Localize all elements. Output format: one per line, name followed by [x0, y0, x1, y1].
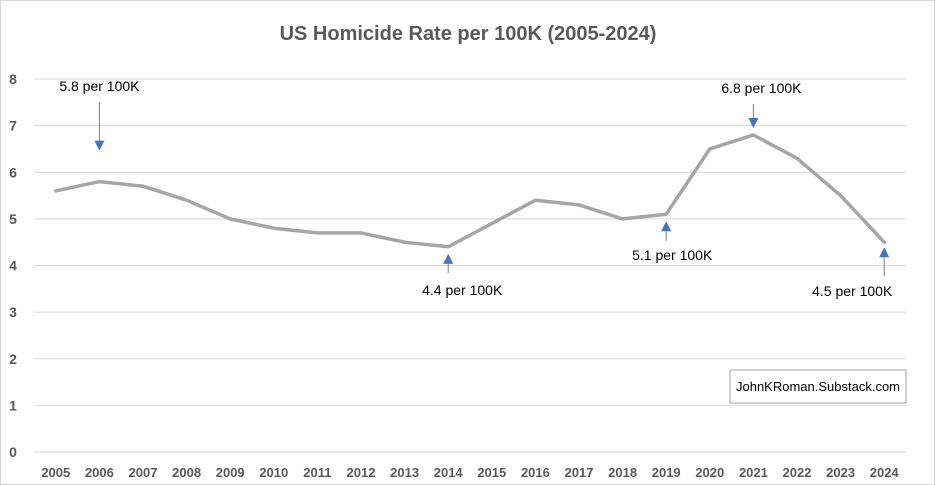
- x-tick-label: 2018: [608, 465, 637, 480]
- x-tick-label: 2022: [783, 465, 812, 480]
- credit-box-border: [729, 369, 907, 404]
- credit-box: JohnKRoman.Substack.com: [729, 369, 907, 404]
- data-point: [315, 231, 319, 235]
- data-point: [97, 180, 101, 184]
- data-point: [839, 194, 843, 198]
- x-tick-label: 2024: [870, 465, 900, 480]
- data-point: [54, 189, 58, 193]
- data-point: [490, 222, 494, 226]
- annotation: 4.4 per 100K: [422, 253, 503, 298]
- x-tick-label: 2006: [85, 465, 114, 480]
- chart-title: US Homicide Rate per 100K (2005-2024): [280, 23, 657, 45]
- data-point: [708, 147, 712, 151]
- x-tick-label: 2016: [521, 465, 550, 480]
- annotation-arrow-head: [661, 221, 672, 232]
- x-tick-label: 2008: [172, 465, 201, 480]
- data-point: [882, 240, 886, 244]
- data-point: [228, 217, 232, 221]
- y-tick-label: 7: [9, 118, 17, 134]
- credit-text: JohnKRoman.Substack.com: [736, 379, 900, 394]
- annotation-label: 4.4 per 100K: [422, 282, 503, 298]
- x-tick-label: 2010: [259, 465, 288, 480]
- y-tick-label: 6: [9, 164, 17, 180]
- x-tick-label: 2012: [347, 465, 376, 480]
- x-tick-label: 2021: [739, 465, 768, 480]
- y-tick-label: 5: [9, 211, 17, 227]
- series-layer: [54, 133, 886, 249]
- data-point: [446, 245, 450, 249]
- annotation-label: 4.5 per 100K: [812, 283, 893, 299]
- annotation: 4.5 per 100K: [812, 247, 893, 299]
- series-line: [54, 133, 886, 249]
- annotation: 5.1 per 100K: [632, 221, 713, 263]
- y-axis-ticks: 0 1 2 3 4 5 6 7 8: [9, 71, 17, 460]
- annotation-label: 5.1 per 100K: [632, 247, 713, 263]
- data-point: [577, 203, 581, 207]
- annotation: 5.8 per 100K: [59, 78, 140, 151]
- data-point: [272, 226, 276, 230]
- x-tick-label: 2019: [652, 465, 681, 480]
- annotation-label: 6.8 per 100K: [721, 80, 802, 96]
- gridlines: [34, 78, 906, 453]
- data-point: [795, 156, 799, 160]
- y-tick-label: 2: [9, 351, 17, 367]
- x-axis-ticks: 2005 2006 2007 2008 2009 2010 2011 2012 2013 2014…: [41, 465, 899, 480]
- annotation-arrow-head: [443, 253, 454, 264]
- x-tick-label: 2014: [434, 465, 464, 480]
- annotation-arrow-head: [748, 117, 759, 128]
- annotation-arrow-head: [879, 247, 890, 258]
- x-tick-label: 2020: [695, 465, 724, 480]
- x-tick-label: 2011: [303, 465, 331, 480]
- x-tick-label: 2015: [477, 465, 506, 480]
- data-point: [359, 231, 363, 235]
- x-tick-label: 2013: [390, 465, 419, 480]
- annotation-arrow-head: [94, 140, 105, 151]
- y-tick-label: 8: [9, 71, 17, 87]
- x-tick-label: 2017: [565, 465, 594, 480]
- data-point: [185, 198, 189, 202]
- y-tick-label: 1: [9, 397, 17, 413]
- x-tick-label: 2023: [826, 465, 855, 480]
- data-point: [664, 212, 668, 216]
- data-point: [403, 240, 407, 244]
- y-tick-label: 0: [9, 444, 17, 460]
- y-tick-label: 3: [9, 304, 17, 320]
- annotations: 5.8 per 100K 4.4 per 100K 5.1 per 100K 6.8 …: [59, 78, 893, 299]
- data-point: [533, 198, 537, 202]
- x-tick-label: 2009: [216, 465, 245, 480]
- data-point: [141, 184, 145, 188]
- x-tick-label: 2007: [129, 465, 158, 480]
- data-point: [621, 217, 625, 221]
- data-point: [751, 133, 755, 137]
- y-tick-label: 4: [9, 258, 17, 274]
- annotation: 6.8 per 100K: [721, 80, 802, 128]
- annotation-label: 5.8 per 100K: [59, 78, 140, 94]
- x-tick-label: 2005: [41, 465, 70, 480]
